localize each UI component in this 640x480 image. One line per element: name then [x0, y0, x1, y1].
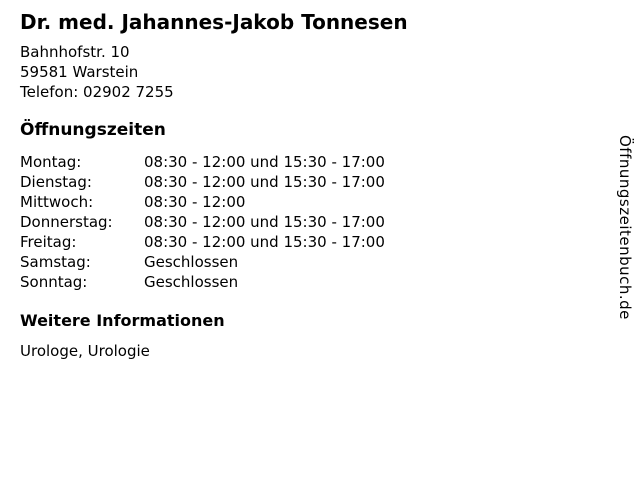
- table-row: Sonntag: Geschlossen: [20, 272, 385, 292]
- table-row: Freitag: 08:30 - 12:00 und 15:30 - 17:00: [20, 232, 385, 252]
- times-value: 08:30 - 12:00 und 15:30 - 17:00: [144, 213, 385, 231]
- day-label: Mittwoch:: [20, 193, 94, 211]
- table-row: Donnerstag: 08:30 - 12:00 und 15:30 - 17…: [20, 212, 385, 232]
- more-info-heading: Weitere Informationen: [20, 311, 225, 330]
- address-city: 59581 Warstein: [20, 63, 139, 81]
- address-block: Bahnhofstr. 10 59581 Warstein Telefon: 0…: [20, 42, 174, 102]
- times-value: Geschlossen: [144, 253, 239, 271]
- opening-hours-heading: Öffnungszeiten: [20, 120, 166, 140]
- times-value: 08:30 - 12:00 und 15:30 - 17:00: [144, 233, 385, 251]
- address-street: Bahnhofstr. 10: [20, 43, 130, 61]
- phone-line: Telefon: 02902 7255: [20, 83, 174, 101]
- day-label: Freitag:: [20, 233, 77, 251]
- day-label: Montag:: [20, 153, 82, 171]
- day-label: Sonntag:: [20, 273, 88, 291]
- page-title: Dr. med. Jahannes-Jakob Tonnesen: [20, 10, 408, 34]
- day-label: Dienstag:: [20, 173, 92, 191]
- day-label: Samstag:: [20, 253, 91, 271]
- times-value: 08:30 - 12:00: [144, 193, 246, 211]
- table-row: Mittwoch: 08:30 - 12:00: [20, 192, 385, 212]
- day-label: Donnerstag:: [20, 213, 113, 231]
- opening-hours-table: Montag: 08:30 - 12:00 und 15:30 - 17:00 …: [20, 152, 385, 292]
- site-branding-watermark: Öffnungszeitenbuch.de: [616, 135, 634, 320]
- table-row: Montag: 08:30 - 12:00 und 15:30 - 17:00: [20, 152, 385, 172]
- more-info-text: Urologe, Urologie: [20, 342, 150, 360]
- table-row: Samstag: Geschlossen: [20, 252, 385, 272]
- table-row: Dienstag: 08:30 - 12:00 und 15:30 - 17:0…: [20, 172, 385, 192]
- times-value: 08:30 - 12:00 und 15:30 - 17:00: [144, 153, 385, 171]
- times-value: Geschlossen: [144, 273, 239, 291]
- times-value: 08:30 - 12:00 und 15:30 - 17:00: [144, 173, 385, 191]
